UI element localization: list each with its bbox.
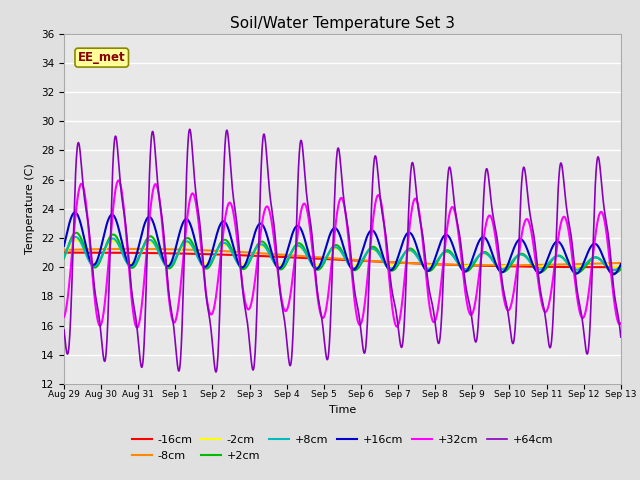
-2cm xyxy=(246,255,254,261)
-2cm xyxy=(171,256,179,262)
+16cm xyxy=(60,243,68,249)
X-axis label: Time: Time xyxy=(329,405,356,415)
+2cm xyxy=(429,265,437,271)
-8cm xyxy=(60,247,68,253)
+2cm xyxy=(72,230,80,236)
+2cm xyxy=(617,266,625,272)
+2cm xyxy=(60,255,68,261)
+64cm xyxy=(60,327,68,333)
-2cm xyxy=(429,261,437,267)
+32cm xyxy=(617,320,625,326)
+16cm xyxy=(617,261,625,267)
+8cm xyxy=(502,265,509,271)
+8cm xyxy=(60,254,68,260)
Line: +2cm: +2cm xyxy=(64,233,621,273)
+64cm xyxy=(429,308,437,314)
-16cm xyxy=(184,251,191,257)
-2cm xyxy=(72,237,80,243)
+32cm xyxy=(60,314,68,320)
+64cm xyxy=(617,334,625,340)
-16cm xyxy=(429,261,436,267)
-8cm xyxy=(129,246,136,252)
+16cm xyxy=(71,209,79,215)
Line: +32cm: +32cm xyxy=(64,180,621,328)
-2cm xyxy=(617,262,625,268)
-8cm xyxy=(246,250,254,255)
Text: EE_met: EE_met xyxy=(78,51,125,64)
+64cm xyxy=(170,329,178,335)
+2cm xyxy=(611,270,618,276)
-16cm xyxy=(170,251,178,256)
-8cm xyxy=(429,261,437,267)
-16cm xyxy=(502,264,509,269)
+16cm xyxy=(610,272,618,277)
Line: -8cm: -8cm xyxy=(64,249,621,265)
+8cm xyxy=(72,234,79,240)
Line: +16cm: +16cm xyxy=(64,212,621,275)
+2cm xyxy=(502,268,509,274)
Line: +8cm: +8cm xyxy=(64,237,621,270)
+64cm xyxy=(247,354,255,360)
+16cm xyxy=(429,261,437,266)
+16cm xyxy=(246,246,254,252)
Y-axis label: Temperature (C): Temperature (C) xyxy=(26,163,35,254)
+32cm xyxy=(429,319,437,325)
-8cm xyxy=(184,247,192,252)
+32cm xyxy=(247,302,255,308)
-2cm xyxy=(184,241,192,247)
+2cm xyxy=(171,259,179,265)
+8cm xyxy=(429,263,437,269)
Title: Soil/Water Temperature Set 3: Soil/Water Temperature Set 3 xyxy=(230,16,455,31)
-2cm xyxy=(502,263,509,268)
Legend: -16cm, -8cm, -2cm, +2cm, +8cm, +16cm, +32cm, +64cm: -16cm, -8cm, -2cm, +2cm, +8cm, +16cm, +3… xyxy=(132,435,553,461)
+2cm xyxy=(246,257,254,263)
-16cm xyxy=(246,252,254,258)
+16cm xyxy=(184,217,192,223)
Line: -16cm: -16cm xyxy=(64,252,621,267)
+8cm xyxy=(171,257,179,263)
+64cm xyxy=(502,300,510,306)
+32cm xyxy=(185,204,193,210)
-8cm xyxy=(495,263,503,268)
+2cm xyxy=(184,235,192,241)
+8cm xyxy=(610,267,618,273)
+64cm xyxy=(212,369,220,375)
+16cm xyxy=(502,266,509,272)
+16cm xyxy=(551,240,559,246)
-8cm xyxy=(502,263,510,268)
+32cm xyxy=(172,319,179,324)
-16cm xyxy=(617,264,625,270)
+64cm xyxy=(186,126,193,132)
-2cm xyxy=(551,254,559,260)
+8cm xyxy=(551,254,559,260)
-8cm xyxy=(617,260,625,266)
-8cm xyxy=(552,262,559,267)
+32cm xyxy=(133,325,141,331)
+64cm xyxy=(184,143,191,148)
+8cm xyxy=(617,264,625,269)
Line: +64cm: +64cm xyxy=(64,129,621,372)
-16cm xyxy=(551,264,559,270)
-2cm xyxy=(60,254,68,260)
+8cm xyxy=(184,239,192,245)
Line: -2cm: -2cm xyxy=(64,240,621,267)
+32cm xyxy=(552,256,559,262)
+16cm xyxy=(171,249,179,255)
+32cm xyxy=(502,305,510,311)
+32cm xyxy=(115,178,122,183)
+64cm xyxy=(552,257,559,263)
+2cm xyxy=(551,254,559,260)
-2cm xyxy=(611,264,618,270)
+8cm xyxy=(246,255,254,261)
-16cm xyxy=(60,250,68,255)
-8cm xyxy=(171,247,179,252)
